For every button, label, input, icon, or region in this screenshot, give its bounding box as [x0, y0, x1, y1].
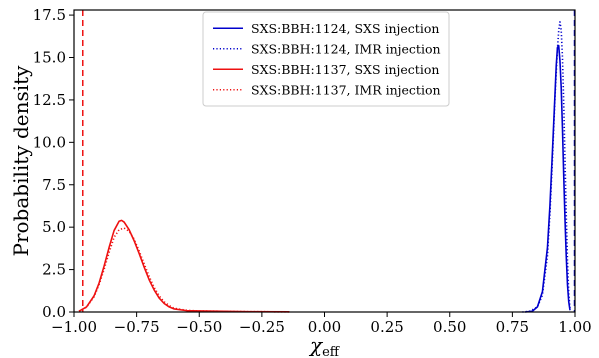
- series-line: [78, 219, 290, 313]
- legend-label: SXS:BBH:1124, IMR injection: [251, 41, 441, 56]
- legend-item: SXS:BBH:1124, IMR injection: [213, 41, 441, 56]
- y-tick-label: 12.5: [33, 91, 66, 109]
- x-tick-label: 1.00: [558, 318, 591, 336]
- x-axis-label: χeff: [308, 333, 341, 358]
- y-tick-label: 15.0: [33, 49, 66, 67]
- legend-label: SXS:BBH:1124, SXS injection: [251, 21, 439, 36]
- legend-label: SXS:BBH:1137, IMR injection: [251, 82, 441, 97]
- legend-item: SXS:BBH:1137, IMR injection: [213, 82, 441, 97]
- y-tick-label: 2.5: [42, 261, 66, 279]
- x-tick-label: −1.00: [51, 318, 97, 336]
- x-tick-label: −0.25: [239, 318, 285, 336]
- x-tick-label: 0.00: [308, 318, 341, 336]
- x-tick-label: −0.75: [114, 318, 160, 336]
- series-line: [524, 44, 571, 313]
- series-group: [78, 21, 571, 313]
- x-tick-label: 0.75: [496, 318, 529, 336]
- y-tick-label: 17.5: [33, 6, 66, 24]
- legend: SXS:BBH:1124, SXS injection SXS:BBH:1124,…: [202, 11, 450, 107]
- x-axis-label-main: χ: [308, 333, 324, 357]
- x-tick-label: −0.50: [176, 318, 222, 336]
- x-tick-label: 0.25: [370, 318, 403, 336]
- y-axis-label: Probability density: [9, 65, 33, 257]
- legend-label: SXS:BBH:1137, SXS injection: [251, 62, 439, 77]
- x-tick-label: 0.50: [433, 318, 466, 336]
- y-tick-label: 0.0: [42, 303, 66, 321]
- y-tick-label: 5.0: [42, 218, 66, 236]
- series-line: [78, 227, 290, 313]
- y-ticks: 0.0 2.5 5.0 7.5 10.0 12.5 15.0 17.5: [33, 6, 74, 321]
- x-axis-label-subscript: eff: [322, 345, 341, 358]
- y-tick-label: 10.0: [33, 133, 66, 151]
- legend-item: SXS:BBH:1137, SXS injection: [213, 62, 439, 77]
- x-ticks: −1.00 −0.75 −0.50 −0.25 0.00 0.25 0.50 0.75 1.00: [51, 312, 592, 336]
- legend-item: SXS:BBH:1124, SXS injection: [213, 21, 439, 36]
- legend-box: [202, 11, 450, 107]
- y-tick-label: 7.5: [42, 176, 66, 194]
